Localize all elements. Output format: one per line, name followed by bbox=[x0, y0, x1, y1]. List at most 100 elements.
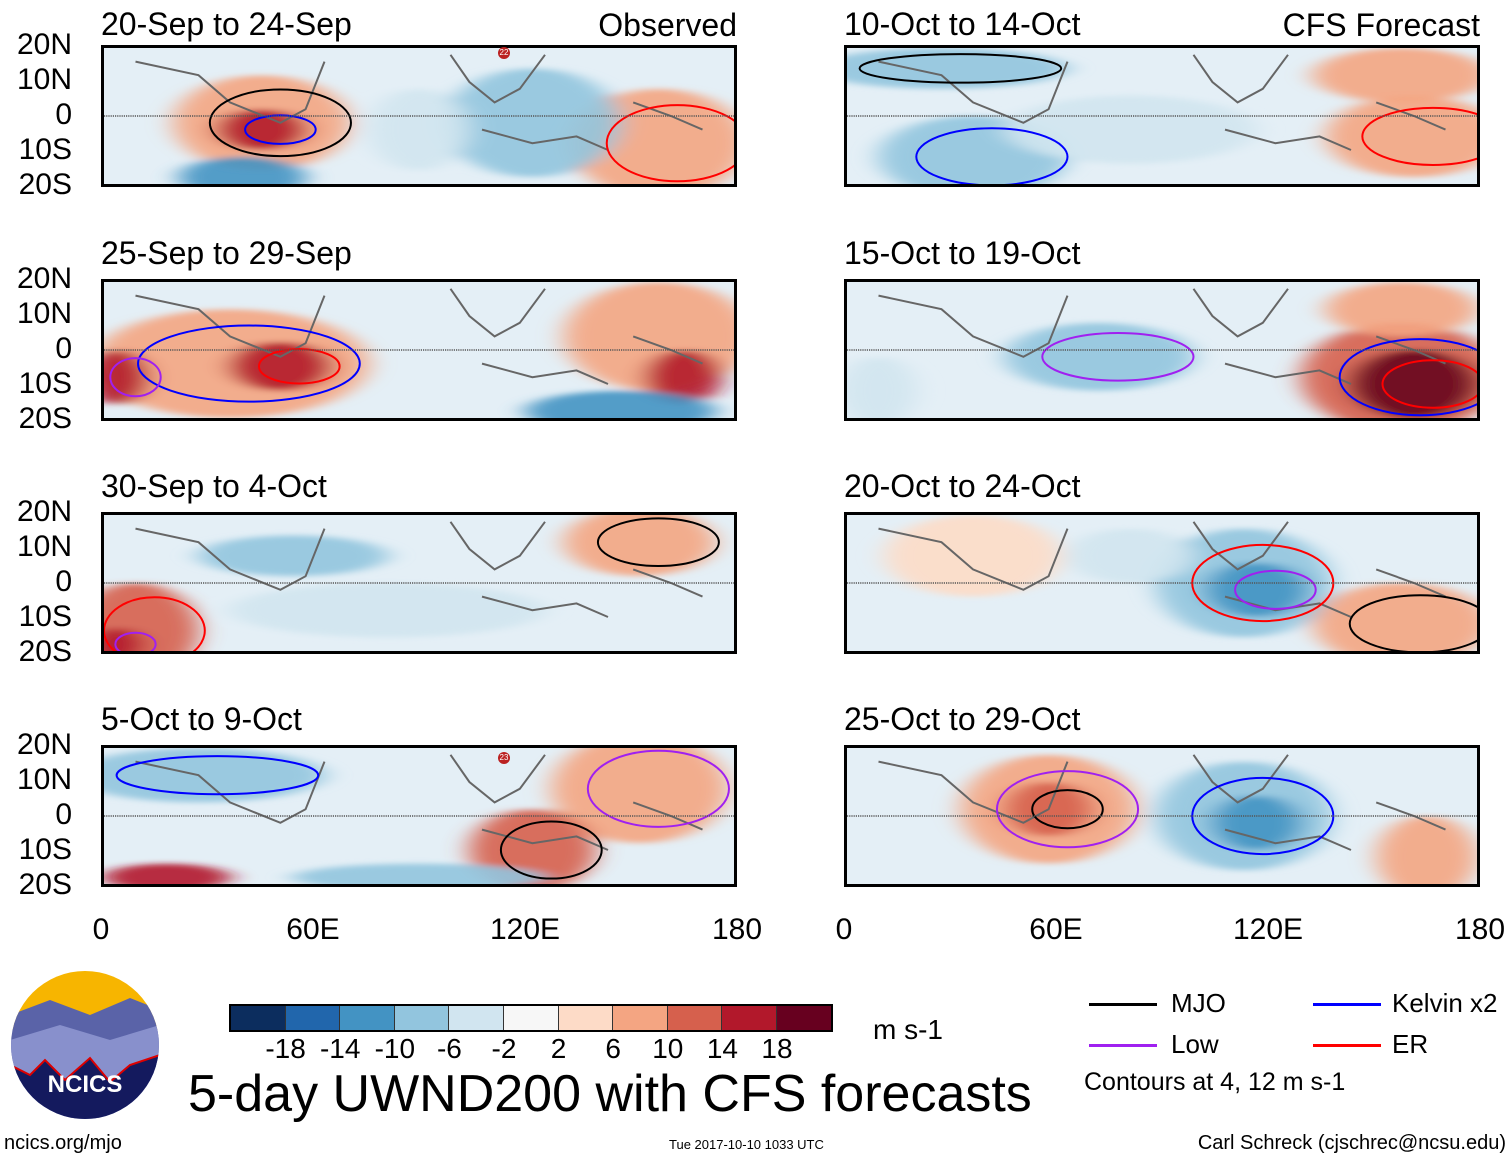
contour-line bbox=[1042, 333, 1193, 381]
latitude-label: 10N bbox=[16, 530, 72, 563]
contour-line bbox=[210, 89, 351, 156]
colorbar bbox=[229, 1004, 833, 1032]
latitude-label: 10S bbox=[18, 600, 72, 633]
colorbar-tick-label: -14 bbox=[319, 1033, 361, 1064]
map-panel bbox=[101, 279, 737, 421]
colorbar-swatch bbox=[231, 1006, 286, 1030]
latitude-label: 10S bbox=[18, 133, 72, 166]
anomaly-blob bbox=[293, 863, 545, 884]
contour-line bbox=[1235, 571, 1316, 609]
colorbar-tick-label: 18 bbox=[761, 1033, 793, 1064]
tropical-storm-marker: 22 bbox=[498, 47, 510, 59]
footer-url[interactable]: ncics.org/mjo bbox=[4, 1132, 122, 1154]
latitude-label: 10S bbox=[18, 367, 72, 400]
panel-title: 10-Oct to 14-Oct bbox=[844, 6, 1081, 42]
contour-line bbox=[588, 751, 729, 827]
figure-title: 5-day UWND200 with CFS forecasts bbox=[188, 1065, 1032, 1123]
panel-title: 20-Sep to 24-Sep bbox=[101, 6, 352, 42]
contour-line bbox=[916, 128, 1067, 184]
latitude-label: 10N bbox=[16, 63, 72, 96]
anomaly-blob bbox=[884, 515, 1062, 597]
legend-er-label: ER bbox=[1392, 1029, 1429, 1059]
legend-mjo-label: MJO bbox=[1171, 988, 1226, 1018]
contour-line bbox=[607, 105, 734, 181]
map-panel bbox=[844, 45, 1480, 187]
panel-title: 20-Oct to 24-Oct bbox=[844, 468, 1081, 504]
anomaly-blob bbox=[198, 535, 388, 577]
colorbar-tick-label: 6 bbox=[605, 1033, 621, 1064]
anomaly-blob bbox=[1325, 282, 1477, 337]
latitude-label: 20N bbox=[16, 262, 72, 295]
map-panel bbox=[844, 279, 1480, 421]
latitude-label: 20N bbox=[16, 28, 72, 61]
colorbar-tick-label: 14 bbox=[706, 1033, 738, 1064]
footer-author: Carl Schreck (cjschrec@ncsu.edu) bbox=[1197, 1132, 1506, 1154]
colorbar-swatch bbox=[394, 1006, 450, 1030]
contour-line bbox=[110, 358, 160, 396]
colorbar-tick-label: -2 bbox=[491, 1033, 517, 1064]
legend-er-line bbox=[1313, 1044, 1381, 1047]
colorbar-swatch bbox=[667, 1006, 723, 1030]
anomaly-blob bbox=[104, 863, 230, 884]
longitude-label: 60E bbox=[286, 913, 340, 946]
anomaly-blob bbox=[1376, 816, 1477, 884]
latitude-label: 20S bbox=[18, 402, 72, 435]
longitude-label: 120E bbox=[489, 913, 561, 946]
contour-line bbox=[117, 756, 319, 794]
anomaly-blob bbox=[1351, 350, 1477, 418]
coastline bbox=[879, 289, 1446, 384]
contour-line bbox=[1350, 595, 1477, 651]
colorbar-swatch bbox=[340, 1006, 395, 1030]
map-panel bbox=[101, 745, 737, 887]
anomaly-blob bbox=[230, 341, 331, 391]
longitude-label: 120E bbox=[1232, 913, 1304, 946]
colorbar-tick-label: -10 bbox=[374, 1033, 416, 1064]
panel-title: 25-Oct to 29-Oct bbox=[844, 701, 1081, 737]
anomaly-blob bbox=[469, 809, 596, 884]
anomaly-blob bbox=[217, 109, 306, 150]
latitude-label: 10S bbox=[18, 833, 72, 866]
colorbar-tick-label: -18 bbox=[265, 1033, 306, 1064]
longitude-label: 180 bbox=[1454, 913, 1506, 946]
map-panel bbox=[844, 512, 1480, 654]
contour-line bbox=[104, 597, 205, 651]
anomaly-blob bbox=[645, 350, 722, 405]
anomaly-blob bbox=[1212, 795, 1301, 850]
panel-title: 25-Sep to 29-Sep bbox=[101, 235, 352, 271]
colorbar-swatch bbox=[285, 1006, 341, 1030]
panel-source-tag: Observed bbox=[598, 7, 737, 43]
contour-line bbox=[1032, 790, 1103, 828]
longitude-label: 0 bbox=[835, 913, 853, 946]
contour-line bbox=[1383, 360, 1478, 408]
panel-source-tag: CFS Forecast bbox=[1282, 7, 1480, 43]
footer-timestamp: Tue 2017-10-10 1033 UTC bbox=[669, 1137, 824, 1152]
latitude-label: 20S bbox=[18, 635, 72, 668]
coastline bbox=[136, 755, 703, 850]
anomaly-blob bbox=[368, 88, 470, 171]
contour-line bbox=[1340, 339, 1477, 415]
colorbar-swatch bbox=[503, 1006, 559, 1030]
colorbar-tick-label: 10 bbox=[652, 1033, 684, 1064]
coastline bbox=[879, 55, 1446, 150]
anomaly-blob bbox=[444, 68, 621, 178]
colorbar-tick-label: -6 bbox=[436, 1033, 462, 1064]
longitude-label: 60E bbox=[1029, 913, 1083, 946]
tropical-storm-marker: 23 bbox=[498, 752, 510, 764]
legend-kelvin-label: Kelvin x2 bbox=[1392, 988, 1498, 1018]
anomaly-blob bbox=[1313, 48, 1477, 103]
coastline bbox=[136, 55, 703, 150]
longitude-label: 180 bbox=[711, 913, 763, 946]
colorbar-swatch bbox=[613, 1006, 668, 1030]
legend-low-label: Low bbox=[1171, 1029, 1219, 1059]
anomaly-blob bbox=[104, 748, 325, 803]
map-panel bbox=[101, 45, 737, 187]
colorbar-swatch bbox=[449, 1006, 504, 1030]
anomaly-blob bbox=[1004, 95, 1257, 164]
coastline bbox=[136, 289, 703, 384]
colorbar-units: m s-1 bbox=[873, 1014, 943, 1045]
anomaly-blob bbox=[1067, 528, 1194, 583]
panel-title: 5-Oct to 9-Oct bbox=[101, 701, 302, 737]
anomaly-blob bbox=[230, 583, 545, 638]
contour-line bbox=[501, 821, 602, 878]
